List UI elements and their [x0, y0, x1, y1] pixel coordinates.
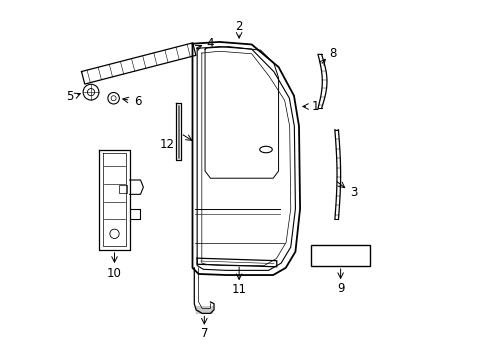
Text: 6: 6 — [134, 95, 141, 108]
Text: 11: 11 — [231, 283, 246, 296]
Bar — [310, 244, 369, 266]
Text: 5: 5 — [66, 90, 73, 103]
Text: 9: 9 — [336, 282, 344, 295]
Text: 1: 1 — [311, 100, 319, 113]
Text: 7: 7 — [200, 327, 208, 340]
Text: 3: 3 — [349, 186, 357, 199]
Text: 12: 12 — [160, 138, 175, 150]
Text: 2: 2 — [235, 20, 243, 33]
Text: 4: 4 — [206, 36, 214, 50]
Text: 10: 10 — [107, 267, 122, 280]
Bar — [119, 185, 126, 193]
Text: 8: 8 — [329, 47, 336, 60]
